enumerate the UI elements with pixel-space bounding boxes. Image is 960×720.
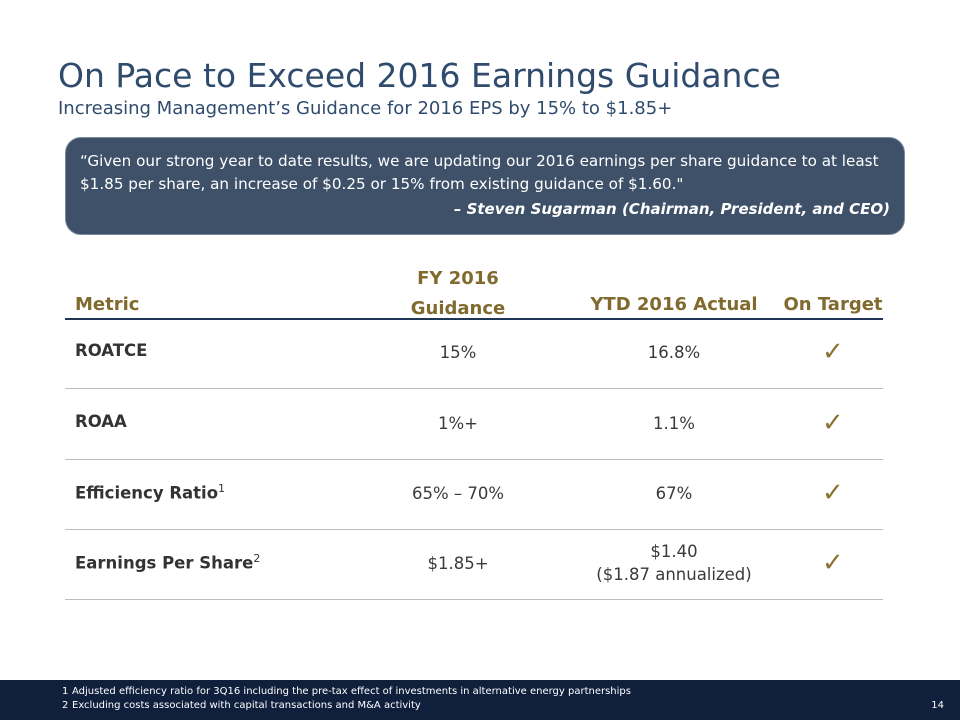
actual-cell: 16.8%: [574, 341, 774, 364]
actual-cell: $1.40 ($1.87 annualized): [574, 540, 774, 586]
header-rule: [65, 318, 883, 320]
metric-cell: ROATCE: [75, 341, 147, 360]
header-line: FY 2016: [417, 268, 499, 289]
row-rule: [65, 529, 883, 530]
metric-cell: Efficiency Ratio1: [75, 482, 225, 503]
actual-line: 67%: [655, 484, 693, 503]
footnote-text: Adjusted efficiency ratio for 3Q16 inclu…: [72, 686, 631, 697]
metric-name: ROATCE: [75, 341, 148, 360]
footnote-marker: 1: [62, 686, 69, 697]
title: On Pace to Exceed 2016 Earnings Guidance: [58, 56, 781, 95]
row-rule: [65, 459, 883, 460]
metric-cell: Earnings Per Share2: [75, 552, 260, 573]
footer-bar: [0, 680, 960, 720]
header-metric: Metric: [75, 294, 140, 315]
check-icon: ✓: [822, 478, 844, 508]
guidance-cell: 65% – 70%: [411, 484, 505, 503]
row-rule: [65, 599, 883, 600]
quote-text: “Given our strong year to date results, …: [80, 152, 879, 193]
quote-box: “Given our strong year to date results, …: [65, 137, 905, 235]
metric-name: Efficiency Ratio: [75, 483, 219, 503]
check-icon: ✓: [822, 408, 844, 438]
quote-attribution: – Steven Sugarman (Chairman, President, …: [453, 200, 890, 218]
row-rule: [65, 388, 883, 389]
footnote: 1 Adjusted efficiency ratio for 3Q16 incl…: [62, 686, 631, 697]
page-number: 14: [931, 700, 944, 711]
footnote-marker: 2: [62, 700, 69, 711]
metric-name: ROAA: [75, 412, 127, 431]
header-line: Guidance: [410, 298, 506, 319]
footnote-ref: 2: [253, 552, 261, 565]
actual-line: 16.8%: [647, 343, 701, 362]
header-guidance: FY 2016 Guidance: [378, 264, 538, 324]
guidance-cell: 1%+: [437, 414, 478, 433]
header-on-target: On Target: [783, 294, 883, 315]
actual-cell: 1.1%: [574, 412, 774, 435]
guidance-cell: 15%: [439, 343, 477, 362]
actual-line: 1.1%: [653, 414, 695, 433]
guidance-cell: $1.85+: [427, 554, 489, 573]
actual-cell: 67%: [574, 482, 774, 505]
actual-line: $1.40: [650, 542, 698, 561]
check-icon: ✓: [822, 548, 844, 578]
metric-cell: ROAA: [75, 412, 127, 431]
metric-name: Earnings Per Share: [75, 553, 254, 573]
footnote: 2 Excluding costs associated with capital…: [62, 700, 421, 711]
subtitle: Increasing Management’s Guidance for 201…: [58, 98, 673, 119]
check-icon: ✓: [822, 337, 844, 367]
footnote-text: Excluding costs associated with capital …: [72, 700, 421, 711]
header-actual: YTD 2016 Actual: [590, 294, 758, 315]
actual-line: ($1.87 annualized): [596, 565, 752, 584]
footnote-ref: 1: [218, 482, 226, 495]
